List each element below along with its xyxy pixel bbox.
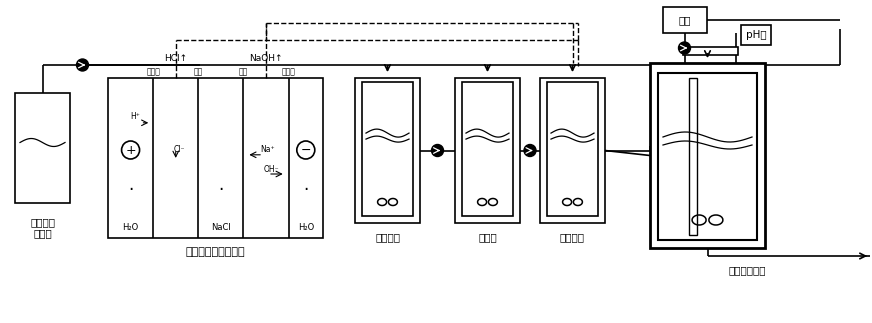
Bar <box>658 73 757 240</box>
Bar <box>355 78 420 223</box>
Bar <box>650 63 765 248</box>
Bar <box>362 82 413 216</box>
Text: NaOH↑: NaOH↑ <box>249 54 283 62</box>
Text: NaCl: NaCl <box>211 224 231 233</box>
Text: ·: · <box>218 181 223 199</box>
Bar <box>462 82 513 216</box>
Text: 双极膜产酸、碱装置: 双极膜产酸、碱装置 <box>186 247 245 257</box>
Text: 碱预处理: 碱预处理 <box>375 232 400 242</box>
Text: 均匀混合: 均匀混合 <box>560 232 585 242</box>
Bar <box>540 78 605 223</box>
Bar <box>689 78 697 235</box>
Circle shape <box>121 141 140 159</box>
Text: 阴膜: 阴膜 <box>239 68 248 77</box>
Bar <box>683 47 739 55</box>
Text: Na⁺: Na⁺ <box>261 145 276 154</box>
Text: 阳极: 阳极 <box>194 68 203 77</box>
Bar <box>455 78 520 223</box>
Bar <box>108 78 323 238</box>
Circle shape <box>524 144 536 157</box>
Bar <box>741 25 771 45</box>
Circle shape <box>296 141 315 159</box>
Text: −: − <box>301 143 311 157</box>
Text: pH计: pH计 <box>746 30 766 40</box>
Text: 仿极膜: 仿极膜 <box>282 68 296 77</box>
Bar <box>547 82 598 216</box>
Text: ·: · <box>303 181 309 199</box>
Text: 废弃污泥消化: 废弃污泥消化 <box>729 265 766 275</box>
Text: HCl↑: HCl↑ <box>164 54 187 62</box>
Circle shape <box>432 144 444 157</box>
Circle shape <box>678 42 691 54</box>
Text: 双极膜: 双极膜 <box>146 68 160 77</box>
Text: ·: · <box>128 181 133 199</box>
Text: H₂O: H₂O <box>122 224 139 233</box>
Bar <box>15 93 70 203</box>
Circle shape <box>77 59 88 71</box>
Text: +: + <box>126 143 136 157</box>
Text: 气袋: 气袋 <box>678 15 691 25</box>
Text: OH⁻: OH⁻ <box>263 164 279 173</box>
Text: H₂O: H₂O <box>297 224 314 233</box>
Text: H⁺: H⁺ <box>131 112 140 121</box>
Bar <box>663 7 706 33</box>
Text: Cl⁻: Cl⁻ <box>174 145 186 154</box>
Text: 废弃污泥
储存罐: 废弃污泥 储存罐 <box>30 217 55 239</box>
Text: 热处理: 热处理 <box>478 232 497 242</box>
